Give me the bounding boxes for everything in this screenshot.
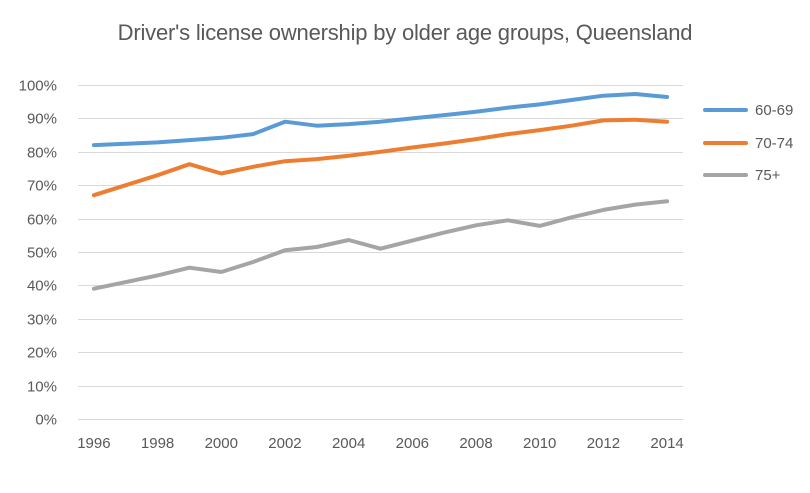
- legend-line-swatch-icon: [703, 108, 748, 112]
- y-axis-tick-label: 20%: [27, 345, 57, 362]
- y-axis-tick-label: 60%: [27, 212, 57, 229]
- x-axis-tick-label: 1998: [141, 435, 174, 452]
- x-axis-tick-label: 2014: [650, 435, 683, 452]
- x-axis-tick-label: 1996: [77, 435, 110, 452]
- y-axis-tick-label: 30%: [27, 312, 57, 329]
- y-axis-tick-label: 40%: [27, 278, 57, 295]
- y-axis-tick-label: 100%: [19, 78, 57, 95]
- y-axis-tick-label: 10%: [27, 379, 57, 396]
- x-axis-tick-label: 2002: [268, 435, 301, 452]
- y-axis-tick-label: 90%: [27, 111, 57, 128]
- series-line-75-: [91, 199, 670, 291]
- x-axis-tick-label: 2004: [332, 435, 365, 452]
- x-axis-tick-label: 2012: [587, 435, 620, 452]
- x-axis-tick-label: 2008: [459, 435, 492, 452]
- legend-line-swatch-icon: [703, 141, 748, 145]
- y-axis-tick-label: 70%: [27, 178, 57, 195]
- legend-label: 70-74: [755, 134, 794, 152]
- y-axis-tick-label: 0%: [35, 412, 57, 429]
- legend-label: 75+: [755, 166, 781, 184]
- legend-item-70-74: 70-74: [703, 134, 793, 152]
- x-axis-tick-label: 2000: [205, 435, 238, 452]
- series-line-60-69: [91, 92, 670, 148]
- x-axis-tick-label: 2006: [396, 435, 429, 452]
- legend-item-75-: 75+: [703, 166, 780, 184]
- legend-item-60-69: 60-69: [703, 101, 793, 119]
- y-axis-tick-label: 50%: [27, 245, 57, 262]
- legend-label: 60-69: [755, 101, 794, 119]
- y-axis-tick-label: 80%: [27, 145, 57, 162]
- legend-line-swatch-icon: [703, 173, 748, 177]
- x-axis-tick-label: 2010: [523, 435, 556, 452]
- chart-title: Driver's license ownership by older age …: [117, 20, 693, 45]
- series-line-70-74: [91, 117, 670, 198]
